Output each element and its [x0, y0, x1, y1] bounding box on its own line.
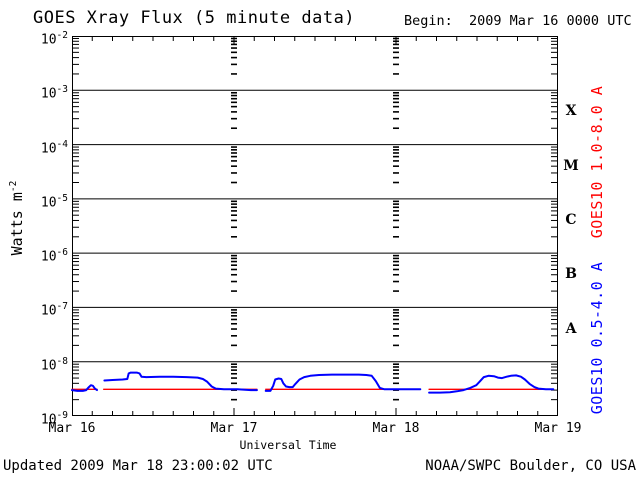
- y-axis-title-text: Watts m: [8, 192, 26, 256]
- x-tick-label: Mar 18: [372, 421, 420, 436]
- y-tick-label: 10-7: [40, 301, 68, 319]
- chart-title: GOES Xray Flux (5 minute data): [33, 8, 356, 28]
- x-tick-label: Mar 17: [210, 421, 258, 436]
- legend-long-band-label: GOES10 1.0-8.0 A: [588, 85, 606, 239]
- y-axis-title-exponent: -2: [8, 180, 19, 193]
- source-attribution: NOAA/SWPC Boulder, CO USA: [425, 458, 636, 474]
- y-tick-label: 10-4: [40, 138, 68, 156]
- y-tick-label: 10-5: [40, 192, 68, 211]
- plot-border: [72, 36, 558, 416]
- x-tick-label: Mar 16: [48, 421, 96, 436]
- y-tick-label: 10-8: [40, 355, 68, 374]
- flare-class-label-b: B: [565, 266, 577, 283]
- short-band-flux-line: [71, 384, 98, 392]
- y-tick-label: 10-3: [40, 84, 68, 102]
- plot-area: [71, 36, 558, 416]
- short-band-flux-line: [103, 371, 258, 392]
- y-tick-label: 10-2: [40, 30, 68, 48]
- flare-class-label-m: M: [563, 157, 579, 174]
- y-axis-title: Watts m-2: [6, 158, 26, 278]
- short-band-flux-line: [264, 373, 422, 392]
- y-tick-label: 10-6: [40, 247, 68, 265]
- short-band-flux-line: [428, 374, 555, 394]
- flare-class-label-c: C: [565, 212, 577, 228]
- x-axis-title: Universal Time: [239, 438, 337, 452]
- y-tick-label: 10-9: [40, 410, 68, 428]
- updated-timestamp: Updated 2009 Mar 18 23:00:02 UTC: [3, 458, 273, 474]
- legend-short-band-label: GOES10 0.5-4.0 A: [588, 261, 606, 415]
- begin-timestamp: Begin: 2009 Mar 16 0000 UTC: [404, 13, 632, 29]
- x-tick-label: Mar 19: [534, 421, 582, 436]
- flare-class-label-x: X: [565, 103, 577, 120]
- flare-class-label-a: A: [565, 320, 577, 337]
